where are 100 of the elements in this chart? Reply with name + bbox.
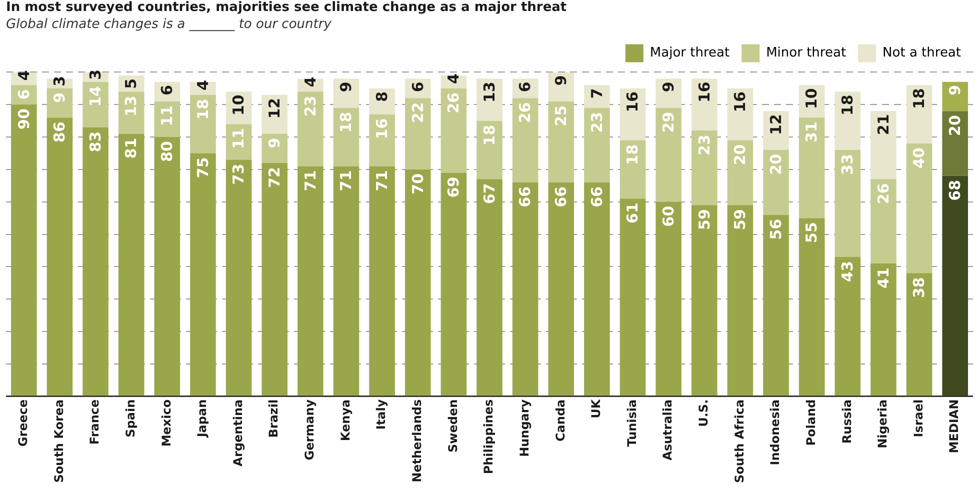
bar (369, 114, 395, 166)
data-label: 16 (731, 91, 750, 112)
data-label: 18 (337, 112, 356, 133)
bar (476, 179, 502, 396)
data-label: 7 (588, 88, 606, 99)
bar (404, 98, 431, 170)
bar (727, 205, 754, 396)
bar (82, 82, 108, 128)
data-label: 11 (158, 105, 176, 126)
bar (834, 92, 861, 150)
bar (798, 218, 825, 396)
data-label: 66 (552, 186, 570, 208)
bar (584, 108, 610, 182)
data-label: 16 (624, 91, 642, 112)
x-tick-label: Asutralia (660, 399, 675, 460)
bar (298, 92, 324, 166)
bar (656, 78, 682, 108)
bar (691, 205, 718, 396)
data-label: 18 (194, 98, 212, 120)
legend-label: Minor threat (766, 46, 846, 61)
data-label: 16 (695, 82, 714, 103)
data-label: 21 (874, 114, 892, 135)
data-label: 86 (50, 122, 69, 142)
data-label: 12 (266, 98, 284, 119)
bar (942, 82, 968, 112)
data-label: 18 (480, 124, 498, 146)
data-label: 20 (766, 154, 785, 175)
bar (906, 144, 932, 274)
data-label: 41 (874, 267, 892, 288)
data-label: 4 (444, 73, 463, 84)
x-tick-label: France (88, 399, 102, 445)
bar (476, 120, 502, 180)
data-label: 71 (301, 170, 320, 192)
bar (333, 108, 360, 166)
data-label: 61 (624, 202, 642, 224)
bar (834, 150, 861, 257)
data-label: 70 (408, 173, 427, 194)
x-tick-label: Argentina (230, 399, 245, 466)
bar (870, 263, 896, 396)
data-label: 18 (838, 94, 857, 116)
data-label: 55 (802, 222, 821, 243)
legend-label: Major threat (650, 46, 730, 61)
data-label: 6 (408, 82, 427, 92)
bar (620, 198, 646, 396)
data-label: 80 (158, 141, 176, 162)
bar (226, 160, 252, 396)
data-label: 22 (408, 102, 427, 124)
data-label: 10 (230, 94, 248, 116)
data-label: 81 (122, 138, 140, 159)
x-tick-label: UK (589, 398, 604, 418)
x-tick-label: Sweden (446, 399, 460, 453)
data-label: 25 (552, 105, 570, 126)
x-tick-label: Poland (804, 399, 818, 446)
data-label: 16 (372, 118, 391, 140)
x-tick-label: MEDIAN (947, 399, 962, 454)
chart-title: In most surveyed countries, majorities see climate change as a major threat (6, 0, 567, 16)
bar (906, 273, 932, 396)
x-tick-label: South Korea (52, 399, 66, 483)
x-tick-label: Brazil (266, 399, 281, 438)
x-tick-label: Germany (302, 399, 317, 460)
data-label: 73 (230, 164, 248, 185)
bar (512, 98, 538, 182)
data-label: 26 (444, 92, 463, 114)
bar (691, 130, 718, 206)
x-tick-label: Greece (16, 399, 30, 447)
bar (262, 162, 288, 396)
chart-subtitle: Global climate changes is a _______ to our country (6, 16, 332, 32)
data-label: 5 (122, 78, 140, 89)
bar (154, 137, 180, 396)
bar (763, 150, 789, 215)
x-tick-label: Canda (553, 399, 568, 442)
data-label: 23 (301, 96, 320, 117)
bar (763, 214, 789, 396)
data-label: 10 (802, 88, 821, 110)
x-tick-label: South Africa (732, 399, 746, 484)
x-tick-label: Netherlands (410, 399, 424, 482)
bar (512, 182, 538, 396)
bar (727, 88, 754, 140)
data-label: 59 (731, 209, 750, 230)
x-tick-label: U.S. (696, 399, 711, 427)
bar (798, 118, 825, 218)
bar (333, 78, 360, 108)
bar (11, 104, 37, 396)
x-tick-label: Spain (123, 399, 138, 438)
bar (656, 202, 682, 396)
x-tick-label: Israel (911, 399, 926, 438)
bar (82, 127, 108, 396)
data-label: 71 (337, 170, 356, 192)
bar (548, 72, 574, 102)
bar (691, 78, 718, 131)
bar (834, 256, 861, 396)
data-label: 75 (194, 157, 212, 178)
data-label: 6 (158, 84, 176, 96)
data-label: 26 (874, 183, 892, 204)
bar (620, 140, 646, 199)
data-label: 29 (659, 112, 678, 133)
data-label: 56 (766, 218, 785, 240)
bar (870, 179, 896, 264)
data-label: 20 (946, 115, 964, 136)
x-tick-label: Indonesia (768, 399, 782, 466)
